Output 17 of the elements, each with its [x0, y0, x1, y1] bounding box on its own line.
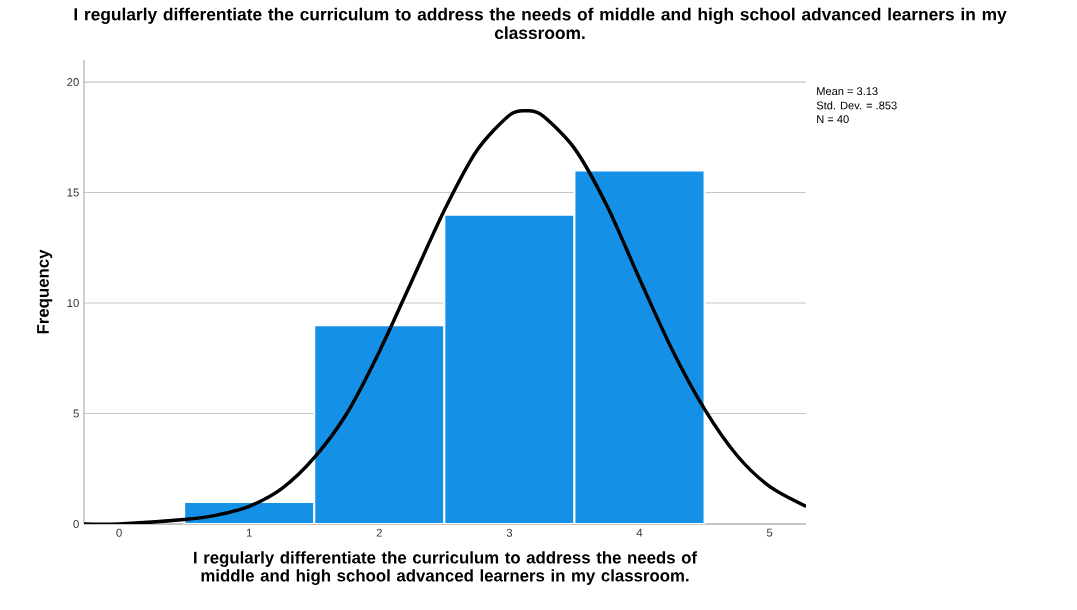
- chart-title: I regularly differentiate the curriculum to address the needs of middle and high school advanced learners in my classroom.: [74, 7, 1007, 40]
- y-tick-label: 10: [67, 299, 79, 308]
- y-tick-label: 20: [67, 78, 79, 87]
- y-axis-title: Frequency: [37, 249, 53, 334]
- y-tick-label: 0: [73, 520, 79, 529]
- x-axis-title: I regularly differentiate the curriculum to address the needs of middle and high school advanced learners in my classroom.: [194, 551, 698, 585]
- x-tick-label: 4: [636, 528, 643, 537]
- x-tick-label: 2: [376, 528, 382, 537]
- x-tick-label: 1: [246, 528, 252, 537]
- text: Mean = 3.13: [817, 87, 878, 96]
- y-tick-label: 15: [67, 188, 79, 197]
- text: N = 40: [817, 115, 849, 124]
- x-tick-label: 5: [766, 528, 773, 537]
- y-tick-label: 5: [73, 409, 79, 418]
- x-tick-label: 3: [506, 528, 513, 537]
- text: Std. Dev. = .853: [816, 101, 897, 110]
- x-tick-label: 0: [116, 528, 122, 537]
